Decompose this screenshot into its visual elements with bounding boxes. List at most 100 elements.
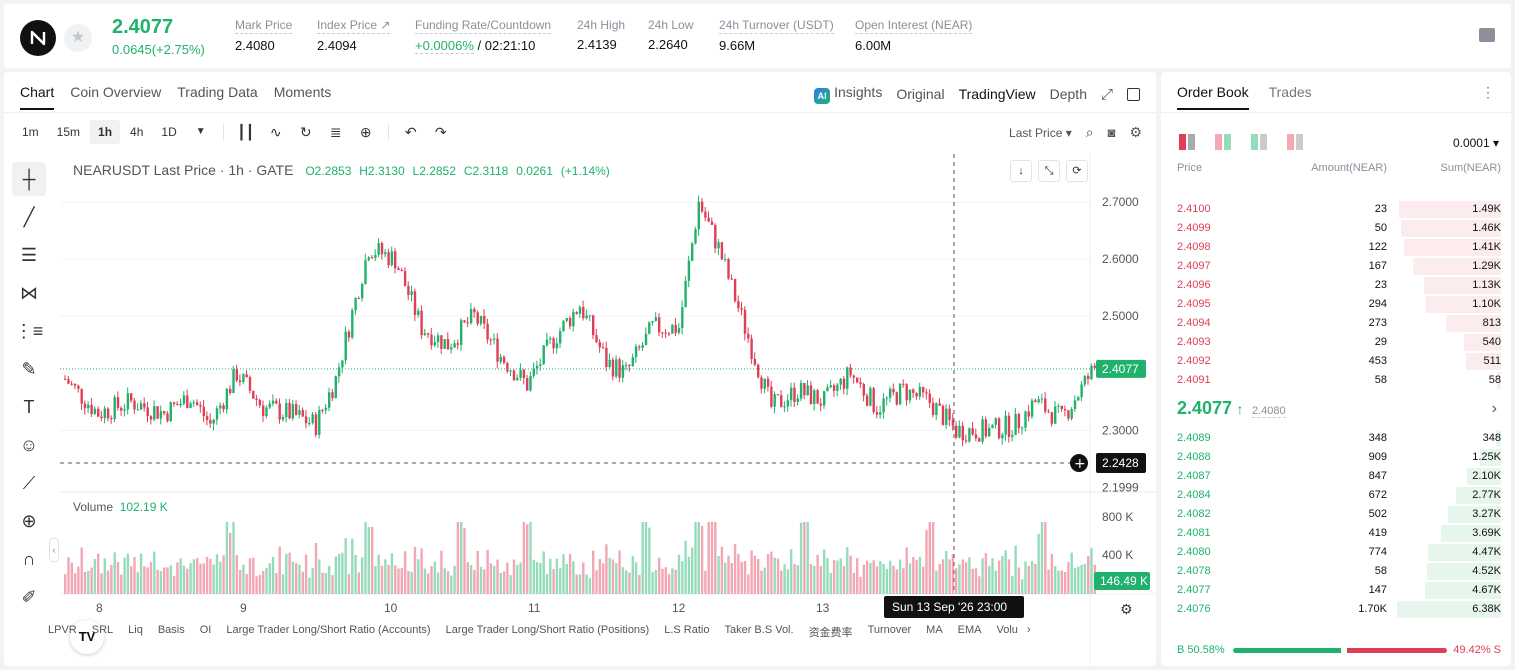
undo-icon[interactable]: ↶ — [404, 124, 417, 140]
tab-trades[interactable]: Trades — [1268, 84, 1312, 100]
bid-row[interactable]: 2.4080 774 4.47K — [1161, 543, 1511, 562]
indicator-ls-accounts[interactable]: Large Trader Long/Short Ratio (Accounts) — [226, 624, 431, 636]
window-icon[interactable] — [1127, 87, 1140, 101]
collapse-toolbar-tab[interactable]: ‹ — [49, 538, 59, 562]
candle-body — [747, 333, 750, 339]
ruler-icon[interactable]: ⟋ — [22, 473, 36, 493]
replay-icon[interactable]: ↻ — [299, 124, 312, 140]
indicator-ls-ratio[interactable]: L.S Ratio — [664, 624, 710, 636]
camera-icon[interactable]: ◙ — [1107, 125, 1116, 140]
indicator-funding-rate[interactable]: 资金费率 — [808, 627, 853, 639]
indicator-oi[interactable]: OI — [199, 624, 212, 636]
magnet-icon[interactable]: ∩ — [22, 549, 36, 569]
bid-row[interactable]: 2.4081 419 3.69K — [1161, 524, 1511, 543]
tab-coin-overview[interactable]: Coin Overview — [70, 84, 162, 100]
layout-both-icon[interactable] — [1179, 134, 1195, 150]
bid-row[interactable]: 2.4078 58 4.52K — [1161, 562, 1511, 581]
price-type-select[interactable]: Last Price ▾ — [1009, 125, 1072, 140]
emoji-icon[interactable]: ☺ — [19, 435, 39, 455]
timeframe-1h[interactable]: 1h — [90, 120, 121, 144]
gear-icon[interactable]: ⚙ — [1129, 124, 1142, 140]
bid-row[interactable]: 2.4089 348 348 — [1161, 429, 1511, 448]
bid-row[interactable]: 2.4082 502 3.27K — [1161, 505, 1511, 524]
view-tradingview[interactable]: TradingView — [958, 86, 1036, 102]
insights-button[interactable]: AI Insights — [814, 84, 882, 104]
expand-icon[interactable]: ⤢ — [1100, 85, 1113, 103]
ask-row[interactable]: 2.4092 453 511 — [1161, 352, 1511, 371]
fib-icon[interactable]: ⋮≡ — [14, 321, 44, 341]
chevron-down-icon[interactable]: ▼ — [195, 126, 206, 137]
text-icon[interactable]: T — [23, 397, 35, 417]
ask-row[interactable]: 2.4100 23 1.49K — [1161, 200, 1511, 219]
view-original[interactable]: Original — [896, 86, 945, 102]
tab-order-book[interactable]: Order Book — [1177, 84, 1249, 110]
ask-row[interactable]: 2.4091 58 58 — [1161, 371, 1511, 390]
horizontal-lines-icon[interactable]: ☰ — [20, 245, 38, 265]
candle-body — [199, 405, 202, 407]
indicator-basis[interactable]: Basis — [157, 624, 185, 636]
indicator-turnover[interactable]: Turnover — [867, 624, 912, 636]
refresh-icon[interactable]: ⟳ — [1066, 160, 1088, 182]
timeframe-1m[interactable]: 1m — [22, 125, 39, 139]
pattern-icon[interactable]: ⋈ — [20, 283, 38, 303]
indicator-taker-vol[interactable]: Taker B.S Vol. — [724, 624, 794, 636]
bid-row[interactable]: 2.4088 909 1.25K — [1161, 448, 1511, 467]
ask-row[interactable]: 2.4099 50 1.46K — [1161, 219, 1511, 238]
ask-row[interactable]: 2.4096 23 1.13K — [1161, 276, 1511, 295]
tab-moments[interactable]: Moments — [273, 84, 332, 100]
indicator-ema[interactable]: EMA — [957, 624, 982, 636]
mid-price-row[interactable]: 2.4077 ↑ 2.4080 › — [1177, 398, 1497, 418]
layout-bids-icon[interactable] — [1251, 134, 1267, 150]
candlestick-chart[interactable]: 2.7000 2.6000 2.5000 2.3000 2.1999 800 K 400 K… — [60, 154, 1156, 666]
add-indicator-icon[interactable]: ⊕ — [359, 124, 372, 140]
volume-bar — [232, 522, 235, 594]
search-icon[interactable]: ⌕ — [1085, 124, 1094, 140]
candles-icon[interactable]: ┃┃ — [237, 124, 255, 140]
indicators-icon[interactable]: ∿ — [269, 124, 282, 140]
collapse-icon[interactable]: ⤡ — [1038, 160, 1060, 182]
trend-line-icon[interactable]: ╱ — [23, 207, 35, 227]
timeframe-4h[interactable]: 4h — [130, 125, 144, 139]
more-icon[interactable]: ⋮ — [1481, 84, 1495, 100]
candle-body — [733, 278, 737, 302]
chevron-right-icon[interactable]: › — [1026, 624, 1031, 636]
volume-bar — [460, 522, 463, 594]
templates-icon[interactable]: ≣ — [329, 124, 342, 140]
indicator-srl[interactable]: SRL — [91, 624, 114, 636]
precision-select[interactable]: 0.0001 ▾ — [1452, 136, 1499, 150]
timeframe-15m[interactable]: 15m — [56, 125, 81, 139]
indicator-volume[interactable]: Volu — [996, 624, 1018, 636]
brush-icon[interactable]: ✎ — [21, 359, 37, 379]
indicator-lpvr[interactable]: LPVR — [48, 624, 77, 636]
redo-icon[interactable]: ↷ — [434, 124, 447, 140]
book-icon[interactable] — [1479, 28, 1495, 42]
stat-index-price[interactable]: Index Price ↗ 2.4094 — [317, 18, 391, 53]
indicator-ma[interactable]: MA — [926, 624, 943, 636]
ask-row[interactable]: 2.4093 29 540 — [1161, 333, 1511, 352]
tab-trading-data[interactable]: Trading Data — [177, 84, 258, 100]
layout-asks-icon[interactable] — [1287, 134, 1303, 150]
bid-row[interactable]: 2.4077 147 4.67K — [1161, 581, 1511, 600]
tradingview-logo[interactable]: TV — [70, 620, 104, 654]
price-chart[interactable]: 2.7000 2.6000 2.5000 2.3000 2.1999 800 K 400 K… — [60, 154, 1156, 666]
ask-row[interactable]: 2.4098 122 1.41K — [1161, 238, 1511, 257]
chart-tabs: Chart Coin Overview Trading Data Moments — [20, 84, 331, 110]
chevron-right-icon[interactable]: › — [1491, 400, 1497, 417]
ask-row[interactable]: 2.4095 294 1.10K — [1161, 295, 1511, 314]
indicator-ls-positions[interactable]: Large Trader Long/Short Ratio (Positions… — [445, 624, 650, 636]
arrow-down-icon[interactable]: ↓ — [1010, 160, 1032, 182]
crosshair-icon[interactable]: ┼ — [12, 162, 46, 196]
pencil-icon[interactable]: ✐ — [21, 587, 37, 607]
ask-row[interactable]: 2.4097 167 1.29K — [1161, 257, 1511, 276]
indicator-liq[interactable]: Liq — [128, 624, 143, 636]
timeframe-1d[interactable]: 1D — [161, 125, 177, 139]
layout-split-icon[interactable] — [1215, 134, 1231, 150]
bid-row[interactable]: 2.4084 672 2.77K — [1161, 486, 1511, 505]
tab-chart[interactable]: Chart — [20, 84, 55, 110]
bid-row[interactable]: 2.4087 847 2.10K — [1161, 467, 1511, 486]
favorite-star-icon[interactable]: ★ — [64, 24, 92, 52]
bid-row[interactable]: 2.4076 1.70K 6.38K — [1161, 600, 1511, 619]
zoom-in-icon[interactable]: ⊕ — [21, 511, 37, 531]
ask-row[interactable]: 2.4094 273 813 — [1161, 314, 1511, 333]
view-depth[interactable]: Depth — [1049, 86, 1087, 102]
